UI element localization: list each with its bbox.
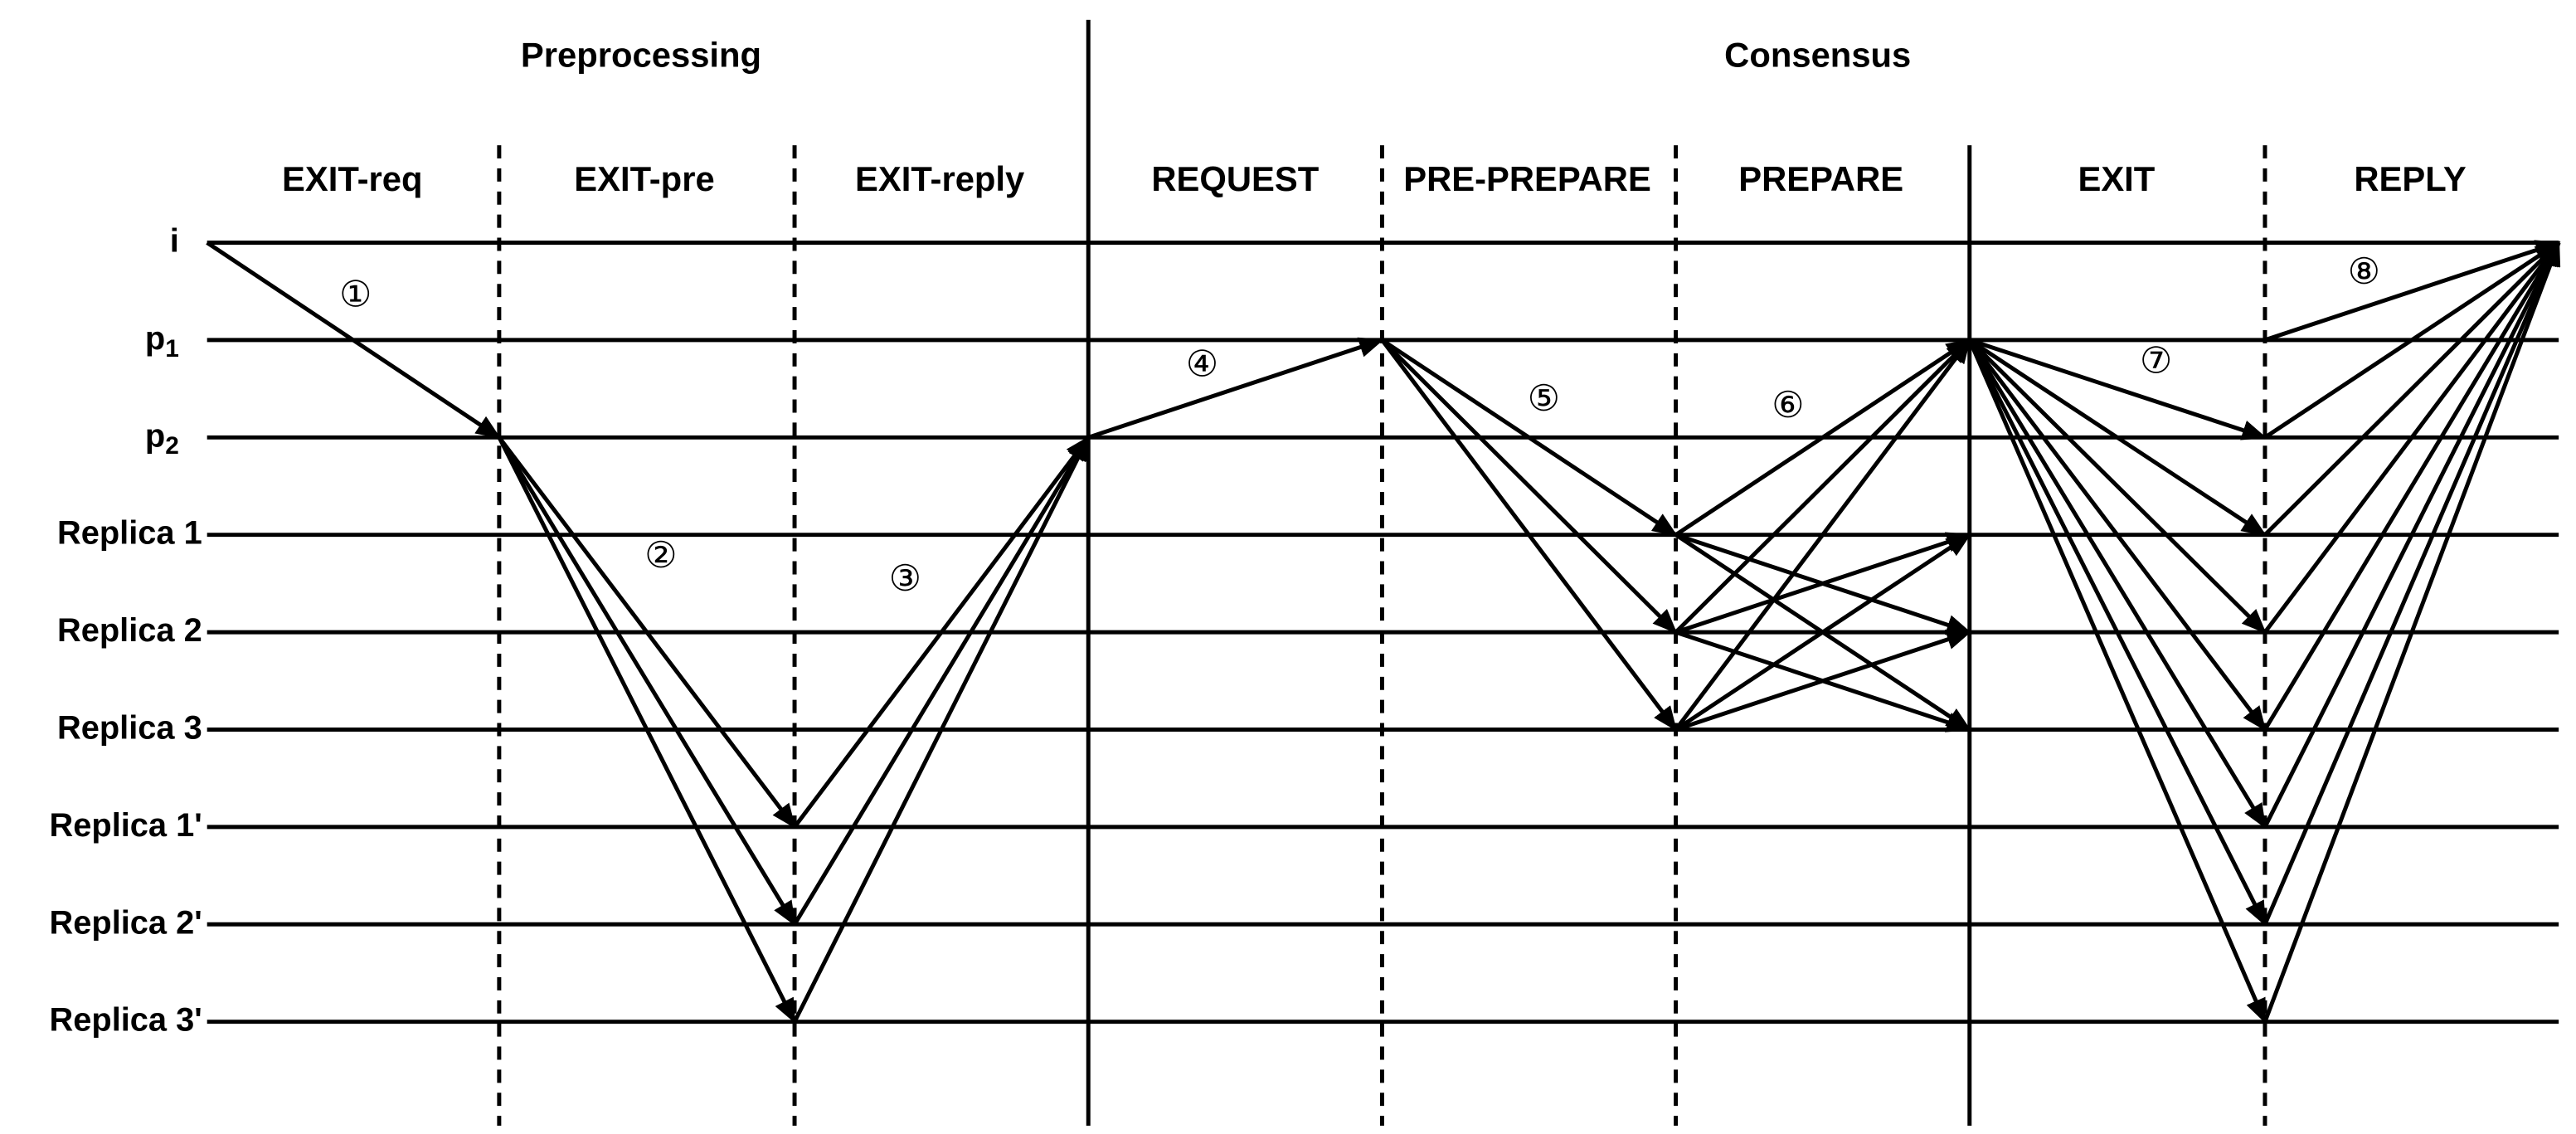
step-number: ① [339,275,372,315]
message-arrow [1674,338,1971,634]
step-number: ⑧ [2348,251,2380,292]
step-number: ③ [889,558,921,599]
message-arrow [497,436,797,1024]
subphase-label: EXIT-req [282,159,422,198]
message-arrow [497,436,797,829]
row-label: Replica 1' [50,806,202,843]
subphase-label: EXIT [2078,159,2155,198]
row-label-text: p [145,417,165,454]
message-arrow [1967,338,2267,732]
step-number: ② [644,535,677,576]
message-arrow [1967,338,2267,1024]
subphase-label: REQUEST [1151,159,1319,198]
message-arrow [1968,338,2267,634]
row-label-text: Replica 1 [57,514,202,551]
message-arrow [2263,241,2561,1023]
message-arrow [1674,338,1971,537]
row-label-text: Replica 2 [57,612,202,649]
row-label: Replica 2 [57,612,202,649]
message-arrow [1380,338,1678,634]
message-arrow [1674,629,1972,732]
message-arrow [1381,338,1678,537]
message-arrow [1969,338,2267,440]
row-label: Replica 1 [57,514,202,551]
message-arrow [2263,241,2561,634]
message-arrow [792,436,1091,1023]
step-number: ⑤ [1528,378,1560,419]
row-label: Replica 3' [50,1001,202,1038]
message-arrow [793,436,1091,829]
row-label-text: Replica 3 [57,709,202,746]
message-arrow [2263,241,2561,829]
message-arrow [1967,338,2267,830]
row-label-subscript: 2 [165,432,179,460]
message-arrow [1674,532,1972,635]
row-label-text: Replica 2' [50,904,202,941]
message-arrow [1967,338,2267,927]
subphase-label: REPLY [2354,159,2467,198]
row-label-text: i [170,222,179,259]
row-label: p2 [145,417,179,460]
message-arrow [2263,241,2561,926]
message-arrow [2264,240,2561,343]
row-label: Replica 2' [50,904,202,941]
message-arrow [1674,533,1971,732]
row-label-text: p [145,319,165,356]
subphase-label: PREPARE [1738,159,1903,198]
phase-title: Preprocessing [521,36,761,75]
message-arrow [1968,338,2267,537]
message-arrow [792,436,1091,926]
step-number: ④ [1186,343,1218,384]
row-label: i [170,222,179,259]
phase-title: Consensus [1724,36,1911,75]
message-arrow [2263,241,2561,731]
row-label-text: Replica 1' [50,806,202,843]
message-arrow [2263,241,2561,440]
message-arrow [1087,337,1384,440]
row-label: Replica 3 [57,709,202,746]
message-arrow [2263,241,2560,537]
message-arrow [497,436,797,927]
row-label-subscript: 1 [165,335,179,363]
message-arrow [206,241,501,440]
message-arrow [1674,338,1971,731]
subphase-label: EXIT-reply [855,159,1024,198]
row-label: p1 [145,319,179,362]
message-arrow [1380,338,1678,732]
row-label-text: Replica 3' [50,1001,202,1038]
subphase-label: PRE-PREPARE [1403,159,1651,198]
step-number: ⑥ [1772,385,1804,426]
step-number: ⑦ [2140,340,2172,381]
subphase-label: EXIT-pre [574,159,714,198]
